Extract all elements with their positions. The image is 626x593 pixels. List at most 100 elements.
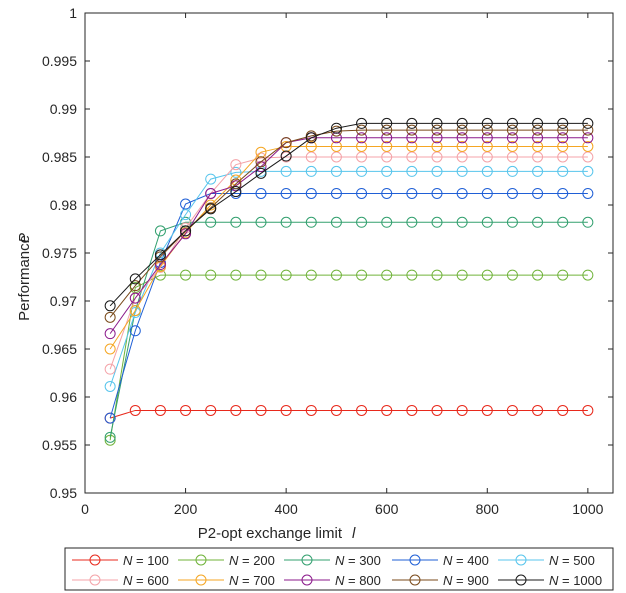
data-point (506, 187, 518, 199)
data-point (104, 431, 116, 443)
data-point (230, 178, 242, 190)
data-point (456, 140, 468, 152)
data-point (280, 216, 292, 228)
data-point (506, 151, 518, 163)
data-point (431, 216, 443, 228)
data-point (280, 150, 292, 162)
data-point (230, 186, 242, 198)
data-point (356, 117, 368, 129)
legend-label: = 900 (456, 573, 489, 588)
y-tick-label: 0.955 (42, 437, 77, 453)
data-point (180, 198, 192, 210)
data-point (406, 404, 418, 416)
x-axis-label: P2-opt exchange limit (198, 525, 343, 542)
data-point (381, 132, 393, 144)
data-point (104, 412, 116, 424)
data-point (104, 328, 116, 340)
data-point (406, 151, 418, 163)
data-point (381, 187, 393, 199)
series-9 (104, 117, 594, 312)
data-point (356, 151, 368, 163)
data-point (230, 269, 242, 281)
data-point (356, 165, 368, 177)
y-tick-label: 0.95 (50, 485, 77, 501)
legend-var: N (123, 553, 133, 568)
data-point (406, 216, 418, 228)
data-point (582, 404, 594, 416)
data-point (280, 269, 292, 281)
data-point (582, 216, 594, 228)
data-point (456, 151, 468, 163)
data-point (255, 156, 267, 168)
series-line (109, 221, 588, 438)
data-point (330, 125, 342, 137)
data-point (381, 151, 393, 163)
data-point (406, 124, 418, 136)
legend-item: N = 1000 (498, 573, 602, 588)
data-point (305, 404, 317, 416)
data-point (557, 404, 569, 416)
data-point (582, 132, 594, 144)
legend-var: N (549, 573, 559, 588)
data-point (406, 132, 418, 144)
data-point (532, 165, 544, 177)
data-point (230, 216, 242, 228)
data-point (356, 187, 368, 199)
data-point (582, 140, 594, 152)
data-point (330, 165, 342, 177)
data-point (230, 166, 242, 178)
data-point (180, 228, 192, 240)
data-point (255, 269, 267, 281)
data-point (205, 216, 217, 228)
data-point (406, 269, 418, 281)
data-point (154, 404, 166, 416)
y-tick-label: 0.985 (42, 149, 77, 165)
series-line (109, 145, 588, 350)
x-axis-symbol: l (352, 525, 356, 542)
data-point (431, 140, 443, 152)
data-point (255, 167, 267, 179)
axes-ticks: 0 200 400 600 800 1000 0.95 0.955 0.96 0.965 0.97 0… (42, 5, 613, 517)
data-point (381, 404, 393, 416)
legend-item: N = 900 (392, 573, 489, 588)
data-point (481, 124, 493, 136)
data-point (330, 151, 342, 163)
series-6 (104, 140, 594, 355)
data-point (431, 187, 443, 199)
data-point (381, 117, 393, 129)
data-point (104, 300, 116, 312)
data-point (456, 165, 468, 177)
series-line (109, 170, 588, 387)
legend-label: = 700 (242, 573, 275, 588)
data-point (557, 187, 569, 199)
legend-swatch-marker (409, 574, 421, 586)
data-point (205, 203, 217, 215)
data-point (280, 187, 292, 199)
data-point (506, 124, 518, 136)
data-point (506, 117, 518, 129)
data-point (481, 404, 493, 416)
y-tick-label: 0.975 (42, 245, 77, 261)
data-point (305, 132, 317, 144)
data-point (557, 132, 569, 144)
data-point (557, 165, 569, 177)
data-point (280, 165, 292, 177)
data-point (481, 269, 493, 281)
data-point (129, 273, 141, 285)
data-point (305, 187, 317, 199)
legend-label: = 600 (136, 573, 169, 588)
data-point (481, 165, 493, 177)
data-point (431, 124, 443, 136)
x-tick-label: 0 (81, 501, 89, 517)
series-1 (104, 269, 594, 446)
data-point (532, 151, 544, 163)
legend-label: = 100 (136, 553, 169, 568)
data-point (506, 216, 518, 228)
data-point (129, 325, 141, 337)
data-point (180, 225, 192, 237)
plot-series (104, 117, 594, 446)
x-tick-label: 600 (375, 501, 399, 517)
data-point (154, 249, 166, 261)
